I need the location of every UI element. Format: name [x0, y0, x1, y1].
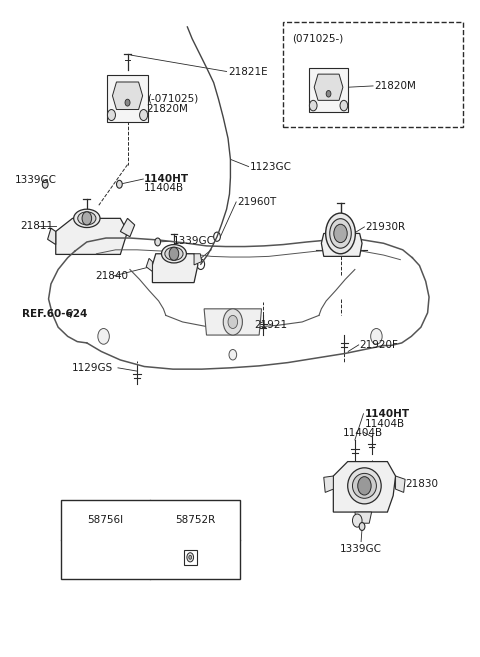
Polygon shape	[333, 462, 396, 512]
Text: 1140HT: 1140HT	[364, 409, 409, 419]
Polygon shape	[204, 309, 262, 335]
Bar	[283, 22, 463, 127]
Circle shape	[326, 91, 331, 97]
Circle shape	[125, 99, 130, 106]
Circle shape	[82, 212, 92, 225]
Ellipse shape	[74, 209, 100, 227]
Text: 11404B: 11404B	[364, 419, 405, 428]
Ellipse shape	[161, 244, 186, 263]
Circle shape	[42, 180, 48, 188]
Polygon shape	[146, 258, 153, 271]
Circle shape	[108, 110, 116, 120]
Polygon shape	[194, 254, 202, 265]
Ellipse shape	[165, 247, 183, 260]
Text: 1123GC: 1123GC	[250, 162, 291, 171]
Circle shape	[310, 101, 317, 111]
Circle shape	[187, 553, 193, 562]
Text: 11404B: 11404B	[144, 183, 184, 193]
Text: 58752R: 58752R	[175, 515, 215, 525]
Ellipse shape	[78, 212, 96, 225]
Text: 58756I: 58756I	[87, 515, 123, 525]
Polygon shape	[120, 218, 135, 237]
Circle shape	[140, 110, 148, 120]
Polygon shape	[396, 476, 405, 492]
Text: 21840: 21840	[95, 271, 128, 281]
Text: 21811: 21811	[20, 221, 53, 231]
Polygon shape	[112, 82, 143, 110]
Circle shape	[228, 315, 238, 328]
Text: 11404B: 11404B	[343, 428, 383, 438]
Text: REF.60-624: REF.60-624	[22, 309, 88, 319]
Polygon shape	[56, 218, 128, 254]
Text: (071025-): (071025-)	[292, 34, 343, 44]
Polygon shape	[48, 228, 56, 244]
Polygon shape	[310, 68, 348, 112]
Circle shape	[155, 238, 160, 246]
Circle shape	[214, 232, 220, 241]
Circle shape	[229, 350, 237, 360]
Polygon shape	[108, 75, 148, 122]
Polygon shape	[314, 74, 343, 101]
Text: 21830: 21830	[405, 479, 438, 489]
Polygon shape	[153, 254, 198, 283]
Polygon shape	[322, 233, 362, 256]
Ellipse shape	[348, 468, 381, 504]
Text: 21820M: 21820M	[147, 104, 189, 114]
Circle shape	[87, 562, 96, 576]
Polygon shape	[355, 512, 372, 523]
Circle shape	[371, 328, 382, 344]
Ellipse shape	[330, 219, 351, 248]
Text: 1140HT: 1140HT	[144, 174, 190, 184]
Ellipse shape	[352, 474, 376, 498]
Circle shape	[189, 555, 192, 559]
Circle shape	[223, 309, 242, 335]
Ellipse shape	[325, 213, 355, 254]
Text: 21921: 21921	[254, 320, 288, 330]
Circle shape	[197, 259, 204, 269]
Text: 21820M: 21820M	[374, 81, 416, 91]
Text: 1129GS: 1129GS	[72, 363, 113, 373]
Bar	[183, 550, 197, 564]
Circle shape	[358, 477, 371, 495]
Text: 1339GC: 1339GC	[340, 545, 382, 555]
Text: 21821E: 21821E	[228, 66, 268, 76]
Polygon shape	[324, 476, 333, 492]
Text: 21920F: 21920F	[360, 340, 398, 350]
Circle shape	[352, 514, 362, 527]
Circle shape	[117, 180, 122, 188]
Text: 1339GC: 1339GC	[15, 175, 57, 185]
Bar	[60, 500, 240, 579]
Circle shape	[169, 247, 179, 260]
Text: 21960T: 21960T	[238, 197, 277, 207]
Text: 21930R: 21930R	[365, 222, 406, 232]
Circle shape	[98, 328, 109, 344]
Text: (-071025): (-071025)	[147, 93, 198, 103]
Circle shape	[340, 101, 348, 111]
Circle shape	[359, 522, 365, 530]
Text: 1339GC: 1339GC	[173, 237, 215, 246]
Circle shape	[334, 224, 347, 242]
